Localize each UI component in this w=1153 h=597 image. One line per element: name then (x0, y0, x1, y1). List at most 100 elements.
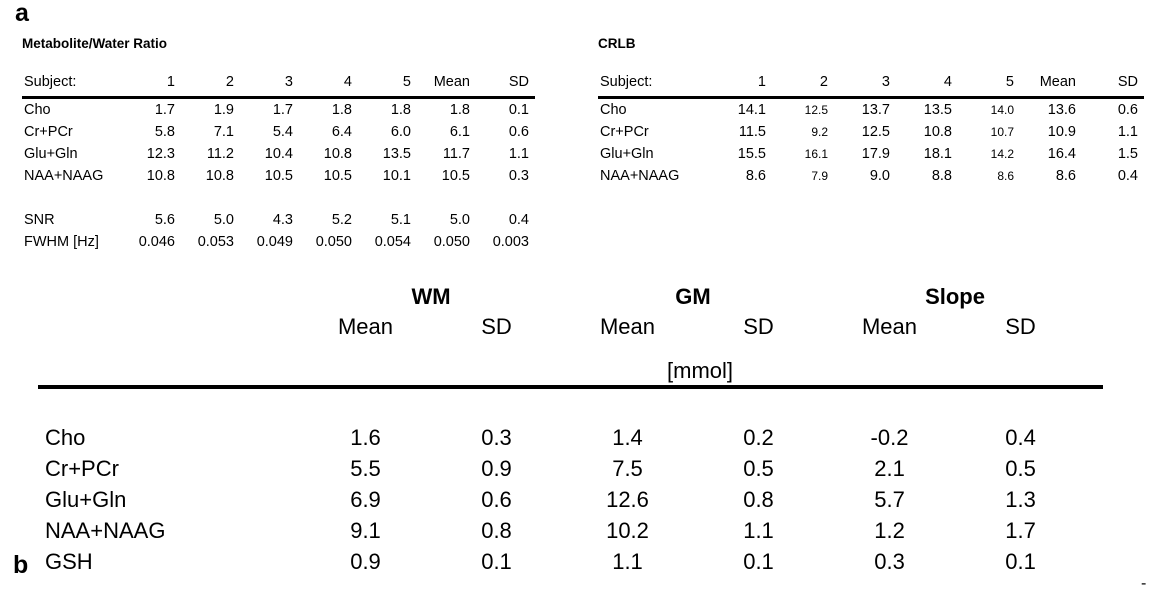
cell-value: 5.1 (390, 211, 411, 228)
row-label: Glu+Gln (600, 145, 654, 162)
cell-value: 4.3 (272, 211, 293, 228)
cell-value: 16.1 (804, 146, 828, 161)
cell-value: 0.8 (481, 518, 512, 543)
mean-subheader: Mean (861, 314, 918, 339)
cell-value: 0.2 (743, 425, 774, 450)
column-header: 3 (240, 52, 299, 99)
cell-value: 12.6 (606, 487, 649, 512)
ratio-table-title: Metabolite/Water Ratio (22, 36, 168, 51)
cell-value: 15.5 (737, 145, 766, 162)
cell-value: 0.3 (874, 549, 905, 574)
panel-b-label: b (13, 551, 29, 579)
column-header: 4 (299, 52, 358, 99)
cell-value: 1.8 (390, 101, 411, 118)
cell-value: 10.5 (323, 167, 352, 184)
cell-value: 8.8 (931, 167, 952, 184)
cell-value: 11.5 (738, 123, 766, 140)
mean-subheader: Mean (337, 314, 394, 339)
cell-value: 0.8 (743, 487, 774, 512)
cell-value: 0.050 (315, 233, 352, 250)
cell-value: 10.8 (146, 167, 175, 184)
stray-dash-mark: - (1141, 575, 1147, 592)
unit-label: [mmol] (667, 358, 733, 383)
unit-row: [mmol] (38, 338, 1086, 385)
concentration-table: WM GM Slope Mean SD Mean SD Mean SD [mmo… (38, 286, 1086, 577)
cell-value (358, 187, 417, 209)
table-row: Glu+Gln 6.9 0.6 12.6 0.8 5.7 1.3 (38, 484, 1086, 515)
cell-value: 12.5 (804, 102, 828, 117)
cell-value: 6.1 (449, 123, 470, 140)
table-row: Glu+Gln 15.5 16.1 17.9 18.1 14.2 16.4 1.5 (598, 143, 1144, 165)
horizontal-rule (38, 385, 1103, 389)
cell-value: 0.003 (492, 233, 529, 250)
cell-value (240, 187, 299, 209)
row-label: NAA+NAAG (600, 167, 680, 184)
cell-value: 1.7 (154, 101, 175, 118)
cell-value: 13.5 (382, 145, 411, 162)
spacer-row (22, 187, 535, 209)
cell-value: 10.8 (323, 145, 352, 162)
group-header-row: WM GM Slope (38, 286, 1086, 308)
row-label: SNR (24, 211, 55, 228)
cell-value: 1.6 (350, 425, 381, 450)
column-header: SD (476, 52, 535, 99)
cell-value: 0.3 (481, 425, 512, 450)
cell-value: 7.1 (213, 123, 234, 140)
cell-value: 1.1 (612, 549, 643, 574)
cell-value: 1.5 (1117, 145, 1138, 162)
mean-subheader: Mean (599, 314, 656, 339)
row-label: NAA+NAAG (45, 518, 166, 543)
cell-value: 9.2 (811, 124, 828, 139)
cell-value: 5.0 (213, 211, 234, 228)
cell-value: 0.6 (1117, 101, 1138, 118)
cell-value: 7.9 (811, 168, 828, 183)
cell-value: 1.7 (1005, 518, 1036, 543)
row-label: Cr+PCr (45, 456, 119, 481)
cell-value: 5.7 (874, 487, 905, 512)
cell-value: 0.046 (138, 233, 175, 250)
empty-corner-cell (38, 286, 300, 308)
cell-value: 0.4 (508, 211, 529, 228)
table-row: Cr+PCr 11.5 9.2 12.5 10.8 10.7 10.9 1.1 (598, 121, 1144, 143)
cell-value: 10.1 (382, 167, 411, 184)
cell-value: 8.6 (745, 167, 766, 184)
cell-value: 0.6 (481, 487, 512, 512)
table-row: Cho 1.6 0.3 1.4 0.2 -0.2 0.4 (38, 385, 1086, 453)
subject-header: Subject: (22, 52, 122, 99)
cell-value: 1.1 (1117, 123, 1138, 140)
table-row: Cr+PCr 5.5 0.9 7.5 0.5 2.1 0.5 (38, 453, 1086, 484)
table-row: Cr+PCr 5.8 7.1 5.4 6.4 6.0 6.1 0.6 (22, 121, 535, 143)
table-row: NAA+NAAG 9.1 0.8 10.2 1.1 1.2 1.7 (38, 515, 1086, 546)
cell-value: 9.1 (350, 518, 381, 543)
cell-value: 10.8 (923, 123, 952, 140)
cell-value: 1.8 (449, 101, 470, 118)
crlb-table-block: CRLB Subject: 1 2 3 4 5 Mean SD Cho 1 (598, 36, 1144, 187)
cell-value: 14.2 (990, 146, 1014, 161)
slope-group-header: Slope (925, 284, 985, 309)
cell-value: 12.5 (861, 123, 890, 140)
cell-value: -0.2 (870, 425, 909, 450)
cell-value: 5.5 (350, 456, 381, 481)
row-label: Cr+PCr (600, 123, 649, 140)
cell-value: 0.5 (743, 456, 774, 481)
cell-value: 0.1 (1005, 549, 1036, 574)
cell-value: 13.5 (923, 101, 952, 118)
cell-value: 1.8 (331, 101, 352, 118)
column-header: 4 (896, 52, 958, 99)
header-row: Subject: 1 2 3 4 5 Mean SD (598, 52, 1144, 99)
cell-value: 1.1 (508, 145, 529, 162)
column-header: Mean (417, 52, 476, 99)
cell-value: 8.6 (997, 168, 1014, 183)
cell-value (122, 187, 181, 209)
cell-value: 0.1 (481, 549, 512, 574)
column-header: 5 (958, 52, 1020, 99)
cell-value: 5.8 (154, 123, 175, 140)
table-row: GSH 0.9 0.1 1.1 0.1 0.3 0.1 (38, 546, 1086, 577)
column-header: Mean (1020, 52, 1082, 99)
row-label: Cho (24, 101, 51, 118)
sd-subheader: SD (743, 314, 774, 339)
cell-value: 0.4 (1005, 425, 1036, 450)
column-header: 2 (181, 52, 240, 99)
cell-value: 2.1 (874, 456, 905, 481)
panel-a-label: a (15, 0, 29, 27)
